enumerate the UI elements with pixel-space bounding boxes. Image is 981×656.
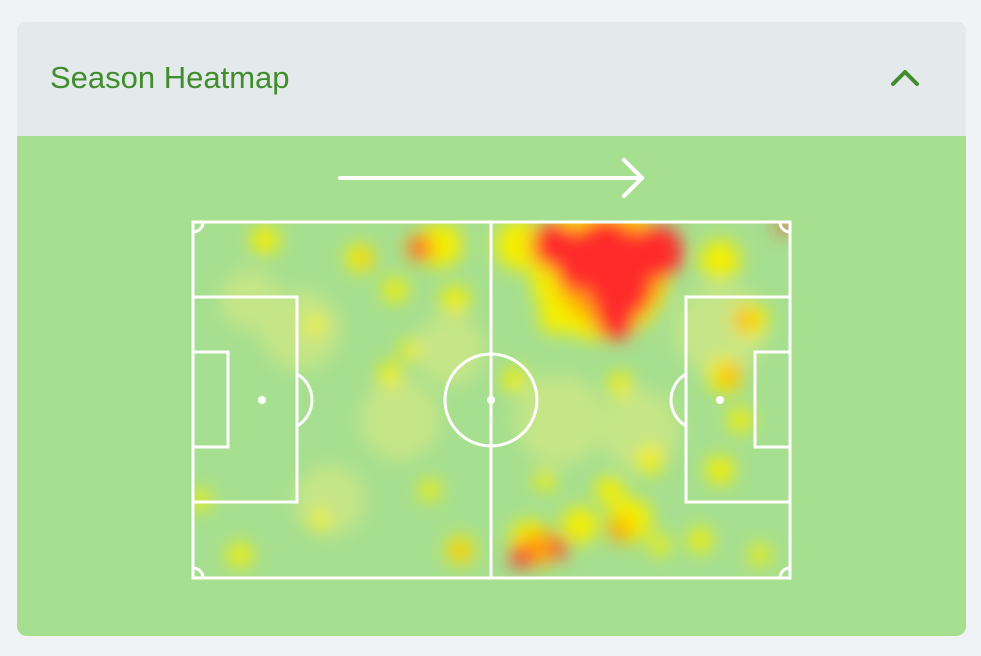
pitch-spots <box>258 396 724 404</box>
card-title: Season Heatmap <box>50 60 290 95</box>
heatmap-card: Season Heatmap <box>17 22 966 636</box>
card-header[interactable]: Season Heatmap <box>17 22 966 136</box>
heatmap <box>191 158 792 580</box>
collapse-icon[interactable] <box>889 66 921 90</box>
heat-layer <box>193 222 790 568</box>
direction-arrow <box>338 158 645 198</box>
